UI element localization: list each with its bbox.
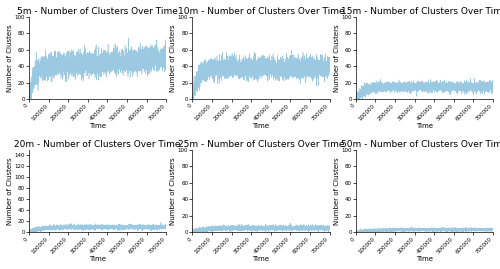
Title: 25m - Number of Clusters Over Time: 25m - Number of Clusters Over Time (178, 140, 344, 149)
X-axis label: Time: Time (252, 256, 270, 262)
X-axis label: Time: Time (89, 256, 106, 262)
Y-axis label: Number of Clusters: Number of Clusters (7, 24, 13, 92)
Y-axis label: Number of Clusters: Number of Clusters (7, 157, 13, 225)
Title: 5m - Number of Clusters Over Time: 5m - Number of Clusters Over Time (17, 7, 178, 16)
Y-axis label: Number of Clusters: Number of Clusters (334, 24, 340, 92)
Title: 50m - Number of Clusters Over Time: 50m - Number of Clusters Over Time (341, 140, 500, 149)
X-axis label: Time: Time (416, 123, 433, 129)
X-axis label: Time: Time (89, 123, 106, 129)
X-axis label: Time: Time (416, 256, 433, 262)
Y-axis label: Number of Clusters: Number of Clusters (334, 157, 340, 225)
Y-axis label: Number of Clusters: Number of Clusters (170, 24, 176, 92)
X-axis label: Time: Time (252, 123, 270, 129)
Title: 10m - Number of Clusters Over Time: 10m - Number of Clusters Over Time (178, 7, 344, 16)
Title: 15m - Number of Clusters Over Time: 15m - Number of Clusters Over Time (341, 7, 500, 16)
Title: 20m - Number of Clusters Over Time: 20m - Number of Clusters Over Time (14, 140, 181, 149)
Y-axis label: Number of Clusters: Number of Clusters (170, 157, 176, 225)
